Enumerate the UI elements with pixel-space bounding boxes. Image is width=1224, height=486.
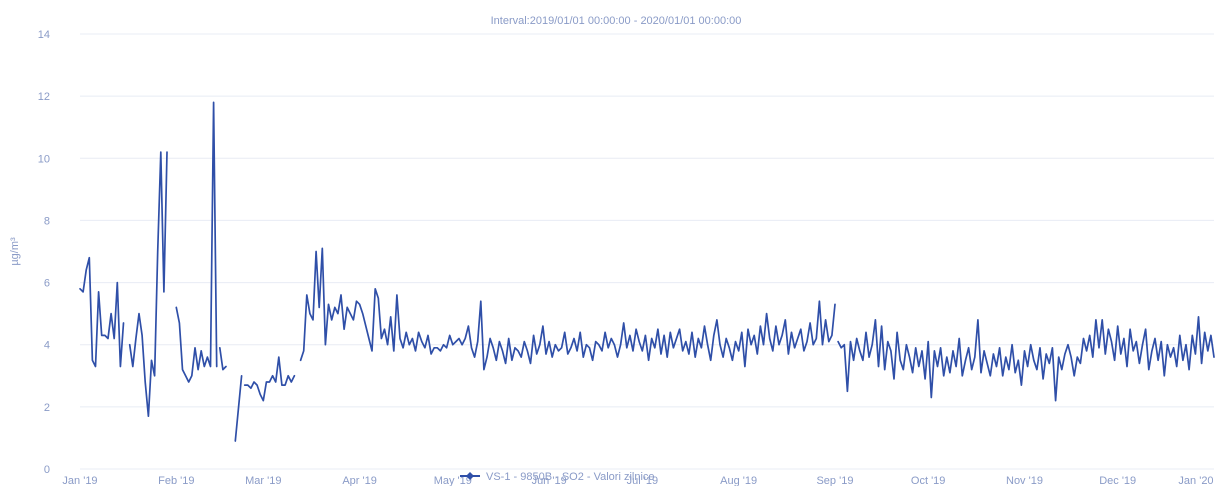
chart-title: Interval:2019/01/01 00:00:00 - 2020/01/0…	[491, 15, 742, 27]
x-tick-label: Feb '19	[158, 475, 194, 486]
y-tick-label: 8	[44, 215, 50, 227]
series-line	[175, 101, 218, 383]
x-tick-label: Aug '19	[720, 475, 757, 486]
y-axis-label: µg/m³	[9, 237, 21, 266]
y-tick-label: 10	[38, 153, 50, 165]
x-axis-ticks: Jan '19 Feb '19 Mar '19 Apr '19 May '19 Jun '…	[62, 475, 1213, 486]
x-tick-label: Jun '19	[532, 475, 567, 486]
x-tick-label: Oct '19	[911, 475, 946, 486]
y-tick-label: 2	[44, 402, 50, 414]
x-tick-label: Jul '19	[627, 475, 658, 486]
series-line	[234, 374, 243, 442]
y-tick-label: 4	[44, 340, 50, 352]
y-tick-label: 14	[38, 29, 50, 41]
x-tick-label: May '19	[434, 475, 472, 486]
x-tick-label: Apr '19	[342, 475, 377, 486]
series-line	[79, 256, 125, 368]
series-line	[299, 247, 836, 371]
legend[interactable]: VS-1 - 9850B - SO2 - Valori zilnice	[460, 471, 655, 483]
series-line	[218, 346, 227, 371]
y-axis-ticks: 0 2 4 6 8 10 12 14	[38, 29, 50, 476]
x-tick-label: Dec '19	[1099, 475, 1136, 486]
y-tick-label: 0	[44, 464, 50, 476]
x-tick-label: Nov '19	[1006, 475, 1043, 486]
y-tick-label: 12	[38, 91, 50, 103]
x-tick-label: Mar '19	[245, 475, 281, 486]
x-tick-label: Jan '19	[62, 475, 97, 486]
series-lines	[79, 101, 1215, 442]
gridlines	[80, 33, 1214, 470]
y-tick-label: 6	[44, 278, 50, 290]
legend-series-label: VS-1 - 9850B - SO2 - Valori zilnice	[486, 471, 655, 483]
series-line	[243, 356, 296, 402]
legend-diamond-marker	[466, 472, 474, 480]
x-tick-label: Sep '19	[816, 475, 853, 486]
series-line	[128, 151, 168, 418]
x-tick-label: Jan '20	[1178, 475, 1213, 486]
series-line	[837, 315, 1215, 402]
